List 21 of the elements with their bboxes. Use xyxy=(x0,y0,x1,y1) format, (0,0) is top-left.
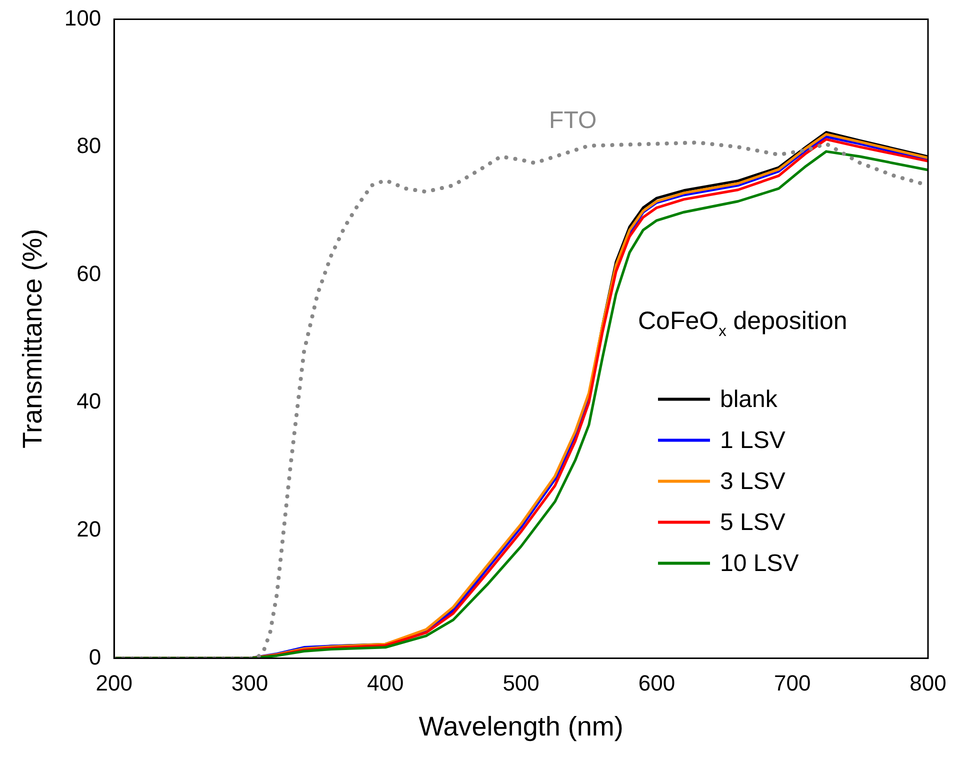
y-tick-label: 20 xyxy=(76,516,102,542)
legend-label: 5 LSV xyxy=(720,509,786,536)
x-tick-label: 800 xyxy=(910,670,946,696)
legend-label: blank xyxy=(720,386,778,414)
legend-label: 3 LSV xyxy=(720,468,786,496)
x-tick-label: 700 xyxy=(774,670,811,696)
x-tick-label: 500 xyxy=(502,670,540,696)
x-axis-title: Wavelength (nm) xyxy=(418,711,624,742)
legend-label: 1 LSV xyxy=(720,427,786,454)
series-label: FTO xyxy=(549,106,597,134)
y-tick-label: 0 xyxy=(88,644,102,670)
y-tick-label: 60 xyxy=(76,260,102,286)
y-tick-label: 80 xyxy=(76,133,102,158)
x-tick-label: 200 xyxy=(96,670,132,696)
y-tick-label: 100 xyxy=(64,5,102,30)
x-tick-label: 300 xyxy=(231,670,268,696)
y-tick-label: 40 xyxy=(76,388,102,414)
x-tick-label: 600 xyxy=(638,670,676,696)
legend-label: 10 LSV xyxy=(720,550,799,578)
y-axis-title: Transmittance (%) xyxy=(18,228,48,448)
x-tick-label: 400 xyxy=(367,670,404,696)
